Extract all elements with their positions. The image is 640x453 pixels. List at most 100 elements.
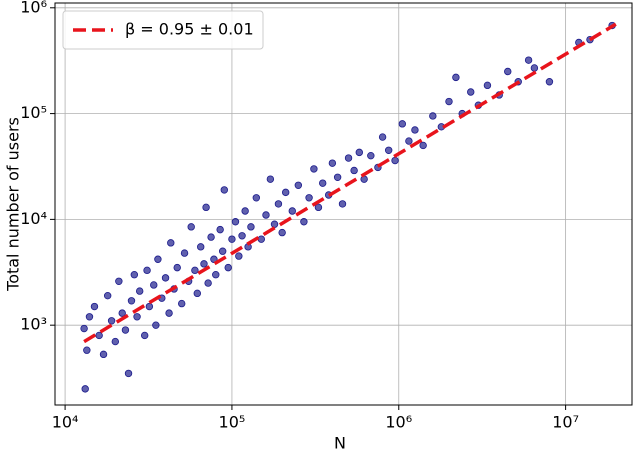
legend-label: β = 0.95 ± 0.01 bbox=[125, 20, 254, 39]
point bbox=[278, 228, 286, 237]
point bbox=[121, 326, 130, 334]
point bbox=[344, 154, 353, 162]
point bbox=[483, 81, 492, 90]
point bbox=[530, 64, 539, 72]
point bbox=[202, 203, 210, 212]
y-tick-label: 10³ bbox=[20, 315, 47, 334]
point bbox=[333, 173, 342, 181]
x-tick-label: 10⁶ bbox=[385, 413, 412, 432]
point bbox=[384, 146, 393, 154]
point bbox=[241, 207, 249, 215]
point bbox=[191, 266, 199, 275]
point bbox=[310, 165, 318, 173]
point bbox=[360, 175, 368, 183]
point bbox=[167, 239, 175, 247]
point bbox=[288, 207, 296, 215]
point bbox=[467, 88, 475, 96]
point bbox=[319, 179, 327, 187]
point bbox=[266, 175, 275, 183]
point bbox=[135, 287, 144, 295]
point bbox=[80, 324, 88, 333]
y-axis-label: Total number of users bbox=[4, 117, 23, 292]
point bbox=[504, 67, 512, 76]
point bbox=[391, 156, 399, 165]
y-tick-label: 10⁴ bbox=[20, 209, 47, 228]
point bbox=[133, 313, 141, 321]
point bbox=[85, 313, 94, 321]
point bbox=[161, 274, 170, 282]
point bbox=[355, 148, 363, 157]
point bbox=[262, 211, 270, 219]
point bbox=[103, 291, 112, 300]
point bbox=[127, 297, 136, 305]
point bbox=[152, 321, 160, 329]
point bbox=[252, 194, 261, 202]
point bbox=[83, 346, 91, 354]
point bbox=[300, 218, 308, 226]
point bbox=[197, 243, 205, 251]
point bbox=[231, 218, 240, 226]
point bbox=[294, 181, 303, 189]
point bbox=[218, 247, 227, 255]
point bbox=[338, 200, 347, 208]
point bbox=[115, 277, 123, 285]
y-tick-label: 10⁶ bbox=[20, 0, 47, 16]
x-tick-label: 10⁵ bbox=[219, 413, 246, 432]
point bbox=[178, 299, 186, 308]
point bbox=[429, 112, 437, 120]
point bbox=[545, 78, 554, 86]
point bbox=[187, 223, 195, 231]
point bbox=[305, 194, 313, 202]
x-axis-label: N bbox=[334, 434, 346, 453]
point bbox=[405, 137, 413, 145]
point bbox=[411, 126, 419, 134]
point bbox=[228, 235, 236, 243]
frame bbox=[54, 2, 633, 406]
point bbox=[524, 56, 533, 64]
point bbox=[150, 281, 158, 289]
point bbox=[173, 263, 181, 272]
point bbox=[235, 252, 243, 260]
point bbox=[154, 255, 162, 263]
point bbox=[270, 220, 279, 228]
point bbox=[238, 232, 246, 240]
point bbox=[314, 203, 323, 212]
point bbox=[224, 263, 232, 272]
point bbox=[143, 266, 151, 275]
point bbox=[210, 255, 218, 263]
point bbox=[200, 260, 208, 268]
point bbox=[445, 97, 453, 106]
point bbox=[367, 151, 375, 160]
point bbox=[274, 200, 283, 208]
point bbox=[90, 302, 99, 311]
point bbox=[419, 141, 427, 150]
point bbox=[81, 385, 89, 393]
point bbox=[452, 73, 460, 82]
point bbox=[378, 133, 387, 141]
point bbox=[140, 331, 149, 340]
point bbox=[350, 166, 358, 175]
point bbox=[328, 159, 337, 167]
point bbox=[118, 309, 126, 317]
point bbox=[204, 279, 212, 287]
point bbox=[180, 249, 189, 257]
point bbox=[220, 186, 228, 194]
point bbox=[212, 271, 220, 279]
point bbox=[111, 337, 120, 346]
point bbox=[216, 225, 224, 234]
x-tick-label: 10⁷ bbox=[552, 413, 579, 432]
fit-line bbox=[83, 22, 617, 344]
point bbox=[281, 188, 290, 197]
x-tick-label: 10⁴ bbox=[52, 413, 79, 432]
point bbox=[165, 309, 173, 317]
point bbox=[130, 271, 139, 279]
legend-box bbox=[62, 10, 264, 50]
point bbox=[145, 302, 154, 311]
point bbox=[99, 350, 108, 359]
y-tick-label: 10⁵ bbox=[20, 103, 47, 122]
point bbox=[124, 369, 133, 378]
point bbox=[207, 233, 215, 241]
point bbox=[247, 223, 255, 231]
point bbox=[398, 120, 407, 128]
